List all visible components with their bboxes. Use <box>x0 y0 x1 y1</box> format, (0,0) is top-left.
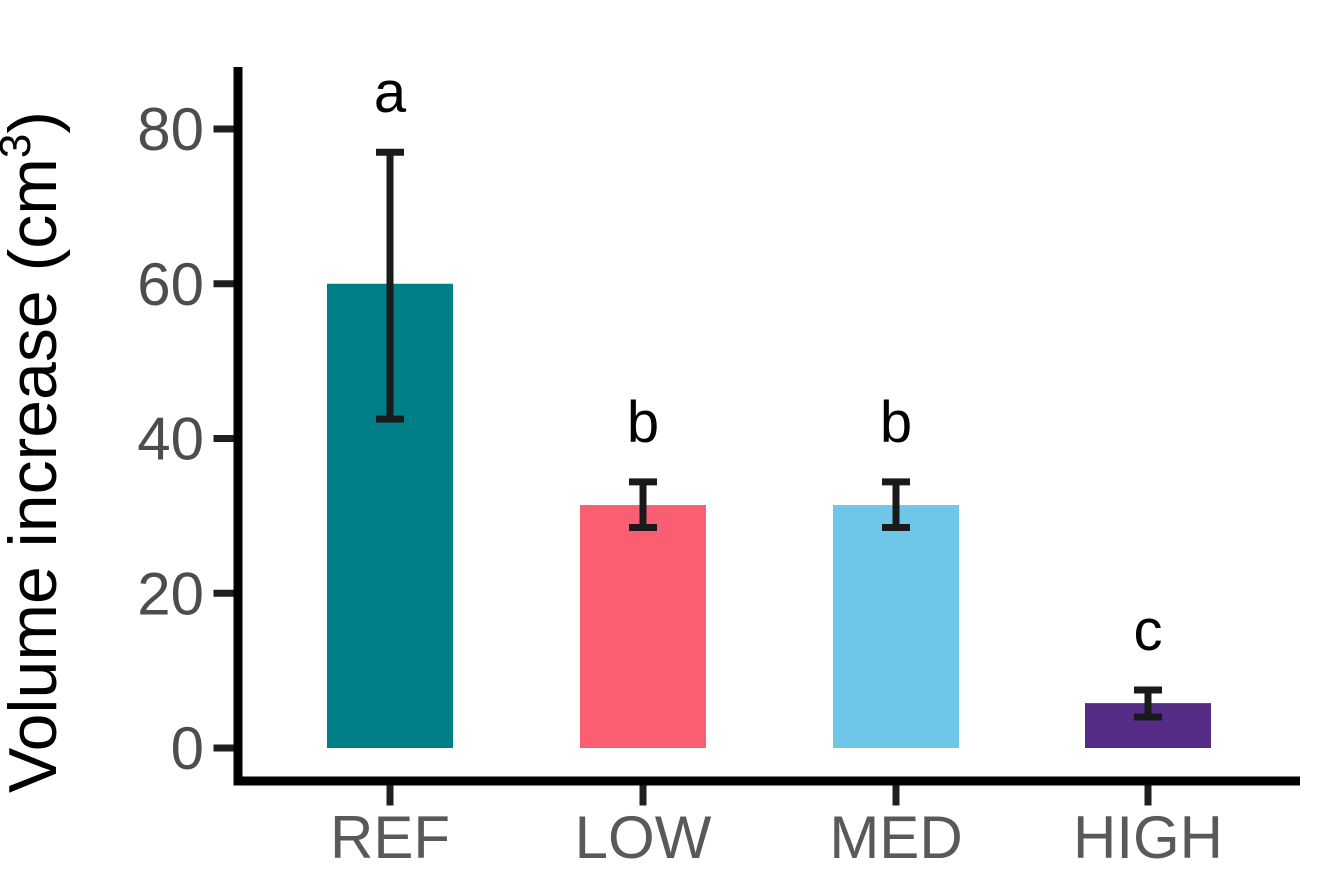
error-bar-med <box>882 478 910 531</box>
y-tick-label-0: 0 <box>171 715 204 782</box>
y-tick-label-40: 40 <box>137 406 204 473</box>
x-tick-label-ref: REF <box>330 804 450 871</box>
sig-letter-low: b <box>627 390 659 455</box>
y-tick-label-20: 20 <box>137 560 204 627</box>
y-tick-label-80: 80 <box>137 96 204 163</box>
x-tick-label-med: MED <box>829 804 962 871</box>
bar-low <box>580 505 706 748</box>
error-bar-ref <box>376 148 404 423</box>
sig-letter-ref: a <box>374 60 407 125</box>
x-tick-label-high: HIGH <box>1073 804 1223 871</box>
y-axis-title: Volume increase (cm3) <box>0 111 71 793</box>
x-tick-label-low: LOW <box>575 804 712 871</box>
error-bar-high <box>1134 686 1162 721</box>
error-bar-low <box>629 478 657 531</box>
sig-letter-med: b <box>880 390 912 455</box>
y-tick-label-60: 60 <box>137 251 204 318</box>
bar-med <box>833 505 959 748</box>
sig-letter-high: c <box>1134 598 1163 663</box>
